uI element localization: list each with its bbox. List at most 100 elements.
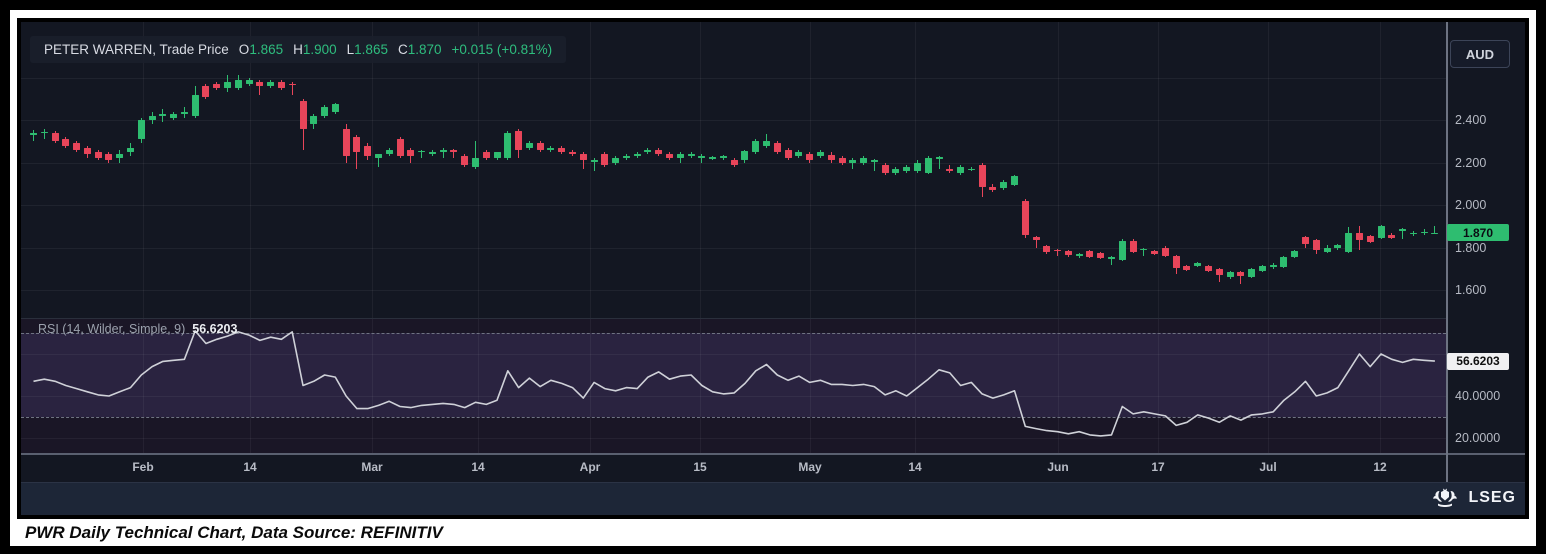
- candle-body: [881, 164, 889, 174]
- candle-body: [1172, 256, 1180, 268]
- horizontal-gridline: [21, 247, 1446, 249]
- rsi-line: [33, 330, 1435, 437]
- time-axis-label[interactable]: 14: [908, 460, 922, 474]
- candle-body: [1205, 265, 1213, 271]
- candle-body: [1269, 264, 1277, 267]
- candle-body: [655, 149, 663, 154]
- candle-body: [946, 168, 954, 171]
- candle-body: [299, 100, 307, 129]
- candle-body: [277, 81, 285, 89]
- candle-body: [1151, 250, 1159, 254]
- candle-wick: [852, 158, 854, 169]
- candle-body: [428, 151, 436, 154]
- candle-body: [1312, 240, 1320, 250]
- candle-body: [1097, 252, 1105, 259]
- candle-body: [1000, 181, 1008, 188]
- candle-body: [30, 132, 37, 135]
- candle-body: [407, 149, 415, 157]
- candle-body: [870, 160, 878, 162]
- candle-wick: [162, 109, 164, 123]
- candle-wick: [33, 129, 34, 142]
- candle-wick: [1035, 235, 1037, 248]
- time-axis-label[interactable]: 15: [693, 460, 707, 474]
- candle-body: [159, 113, 167, 116]
- candle-body: [838, 158, 846, 163]
- footer-bar: [21, 482, 1525, 515]
- time-axis-label[interactable]: 17: [1151, 460, 1165, 474]
- candle-body: [267, 81, 275, 86]
- vertical-gridline: [1058, 22, 1059, 453]
- time-axis-label[interactable]: Mar: [361, 460, 383, 474]
- horizontal-gridline: [21, 120, 1446, 121]
- candle-body: [989, 186, 997, 191]
- rsi-oversold-line: [21, 417, 1446, 418]
- candle-body: [1355, 233, 1363, 241]
- ohlc-field-o: O1.865: [238, 42, 284, 57]
- candle-body: [364, 145, 372, 157]
- candle-body: [374, 154, 382, 159]
- chart-caption: PWR Daily Technical Chart, Data Source: …: [25, 523, 443, 542]
- candle-body: [353, 137, 361, 152]
- vertical-gridline: [810, 22, 811, 453]
- candle-wick: [582, 151, 584, 169]
- candle-body: [1431, 232, 1439, 235]
- chart-legend[interactable]: PETER WARREN, Trade Price O1.865 H1.900 L1…: [30, 36, 567, 63]
- time-axis-label[interactable]: 14: [471, 460, 485, 474]
- candle-body: [935, 157, 943, 159]
- candle-body: [903, 166, 911, 171]
- candle-body: [536, 143, 544, 150]
- candle-body: [342, 128, 350, 157]
- candle-body: [127, 147, 135, 152]
- candle-body: [1075, 253, 1083, 256]
- candle-body: [482, 151, 490, 159]
- candle-body: [752, 141, 760, 152]
- candle-body: [924, 158, 932, 174]
- candle-body: [1302, 236, 1310, 245]
- candle-body: [687, 154, 695, 157]
- candle-wick: [1402, 228, 1404, 239]
- vertical-gridline: [372, 22, 373, 453]
- time-axis-label[interactable]: Feb: [132, 460, 154, 474]
- time-axis-label[interactable]: 14: [243, 460, 257, 474]
- candle-body: [148, 115, 156, 120]
- candle-body: [644, 149, 652, 152]
- vertical-gridline: [250, 22, 251, 453]
- candle-body: [385, 149, 393, 154]
- candle-body: [806, 154, 814, 161]
- currency-button[interactable]: AUD: [1450, 40, 1510, 68]
- candle-body: [234, 79, 242, 89]
- rsi-gridline: [21, 396, 1446, 397]
- candle-wick: [421, 149, 423, 159]
- candle-body: [892, 168, 900, 174]
- candle-wick: [722, 155, 724, 161]
- time-axis-label[interactable]: Apr: [579, 460, 601, 474]
- symbol-title: PETER WARREN, Trade Price: [44, 42, 229, 57]
- candle-body: [1345, 233, 1353, 252]
- candle-wick: [356, 134, 358, 169]
- candle-body: [1054, 249, 1062, 252]
- candle-body: [1420, 231, 1428, 234]
- rsi-indicator-label[interactable]: RSI (14, Wilder, Simple, 9) 56.6203: [38, 322, 237, 336]
- time-axis-label[interactable]: Jul: [1259, 460, 1277, 474]
- candle-wick: [701, 154, 703, 163]
- candle-wick: [453, 148, 455, 159]
- candle-body: [105, 154, 113, 161]
- candle-body: [461, 156, 469, 165]
- candle-body: [525, 143, 533, 148]
- candle-wick: [259, 79, 261, 95]
- ohlc-field-h: H1.900: [293, 42, 337, 57]
- ohlc-field-l: L1.865: [346, 42, 388, 57]
- candle-body: [1194, 263, 1202, 266]
- candle-body: [202, 86, 210, 97]
- panel-divider[interactable]: [21, 318, 1446, 319]
- candle-wick: [873, 159, 875, 171]
- time-axis-label[interactable]: May: [798, 460, 822, 474]
- candle-body: [1334, 245, 1342, 248]
- candle-body: [504, 132, 512, 159]
- rsi-gridline: [21, 354, 1446, 355]
- time-axis-label[interactable]: 12: [1373, 460, 1387, 474]
- candle-body: [439, 149, 447, 152]
- time-axis-label[interactable]: Jun: [1047, 460, 1069, 474]
- candle-body: [180, 111, 188, 114]
